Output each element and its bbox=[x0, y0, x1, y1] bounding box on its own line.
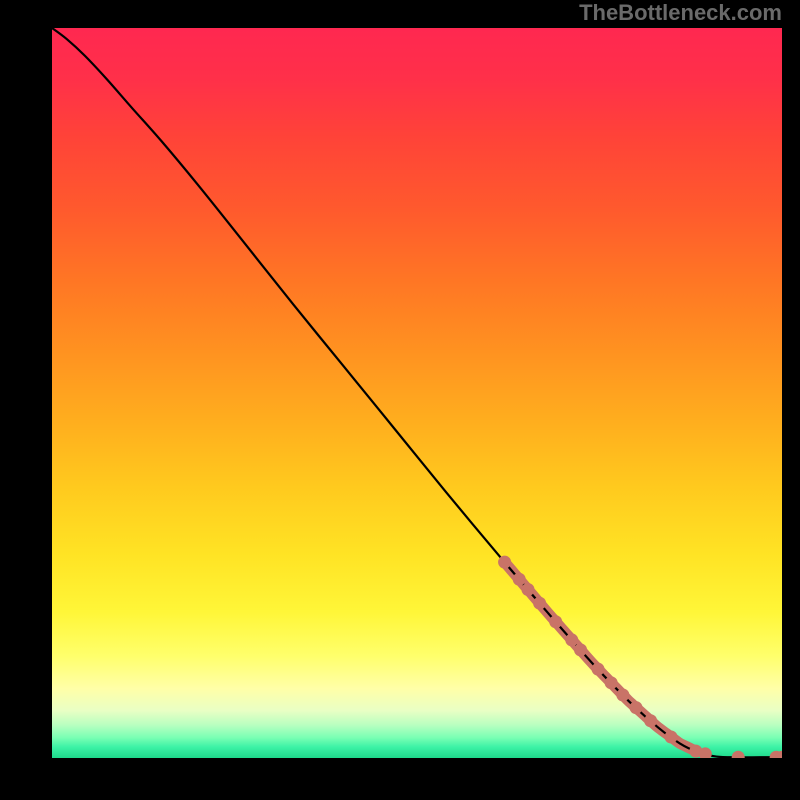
curve-marker bbox=[616, 688, 629, 701]
curve-marker bbox=[513, 573, 526, 586]
watermark-text: TheBottleneck.com bbox=[579, 0, 782, 26]
curve-marker bbox=[574, 643, 587, 656]
curve-marker bbox=[605, 676, 618, 689]
curve-marker bbox=[498, 556, 511, 569]
chart-svg bbox=[52, 28, 782, 758]
curve-marker bbox=[665, 730, 678, 743]
curve-marker bbox=[592, 663, 605, 676]
curve-line bbox=[52, 28, 782, 757]
curve-marker bbox=[521, 583, 534, 596]
curve-marker bbox=[565, 633, 578, 646]
plot-area bbox=[52, 28, 782, 758]
curve-marker bbox=[630, 701, 643, 714]
curve-marker bbox=[644, 714, 657, 727]
curve-marker bbox=[549, 615, 562, 628]
curve-marker bbox=[732, 751, 745, 758]
curve-marker bbox=[533, 597, 546, 610]
